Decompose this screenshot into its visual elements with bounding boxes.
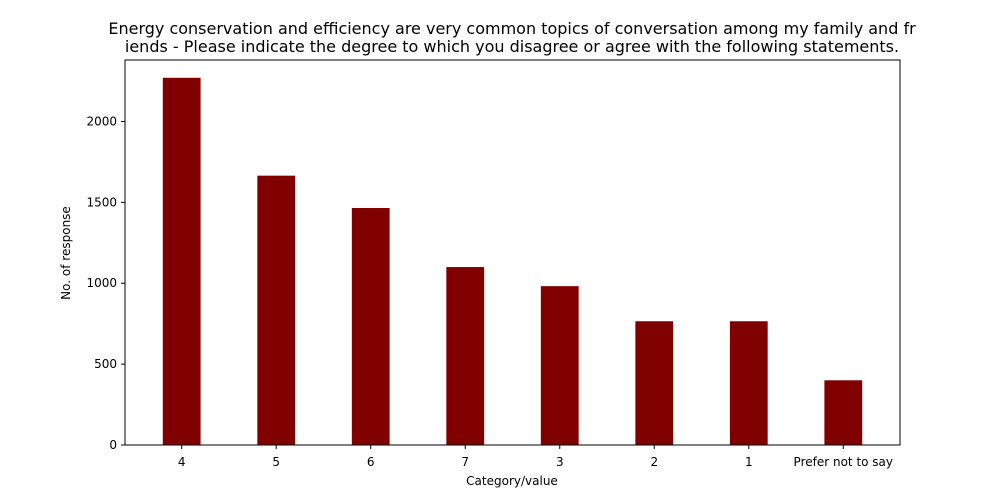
bars-group — [162, 77, 863, 445]
x-tick-label: Prefer not to say — [794, 455, 893, 469]
x-tick-label: 2 — [650, 455, 658, 469]
bar — [635, 321, 674, 445]
x-tick-label: 7 — [461, 455, 469, 469]
bar — [729, 321, 768, 445]
x-tick-label: 3 — [556, 455, 564, 469]
x-tick-label: 5 — [272, 455, 280, 469]
bar — [446, 267, 485, 445]
y-tick-label: 1500 — [86, 195, 117, 209]
y-tick-label: 500 — [94, 357, 117, 371]
y-tick-label: 0 — [109, 438, 117, 452]
ticks-group: 4 5 6 7 3 2 1 Prefer not to say 0 500 1000 1500 2000 — [86, 114, 893, 469]
bar — [824, 380, 863, 445]
chart-title-line-1: Energy conservation and efficiency are v… — [108, 19, 916, 38]
bar — [540, 286, 579, 445]
x-axis-label: Category/value — [466, 474, 558, 488]
bar — [257, 175, 296, 445]
x-tick-label: 6 — [367, 455, 375, 469]
bar — [162, 77, 201, 445]
bar — [351, 208, 390, 445]
plot-frame — [124, 59, 901, 446]
x-tick-label: 1 — [745, 455, 753, 469]
chart-title-line-2: iends - Please indicate the degree to wh… — [125, 37, 899, 56]
x-tick-label: 4 — [178, 455, 186, 469]
y-tick-label: 2000 — [86, 114, 117, 128]
y-axis-label: No. of response — [59, 206, 73, 300]
y-tick-label: 1000 — [86, 276, 117, 290]
